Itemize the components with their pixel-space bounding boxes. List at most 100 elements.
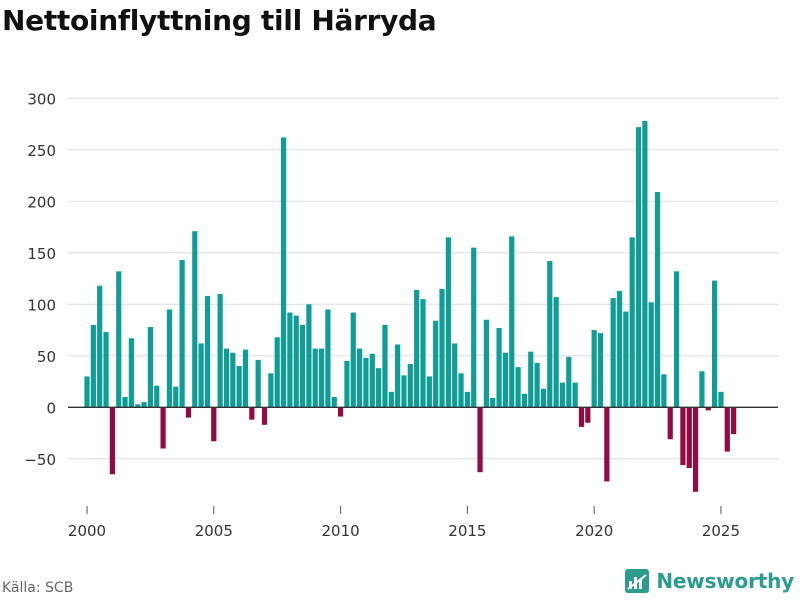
x-tick-label: 2000 xyxy=(68,522,106,540)
bar xyxy=(293,315,299,408)
bar xyxy=(198,343,204,408)
bar xyxy=(667,407,673,440)
bar xyxy=(540,388,547,408)
bar xyxy=(337,407,344,417)
bar xyxy=(236,366,242,408)
x-tick-label: 2020 xyxy=(575,522,613,540)
bar xyxy=(654,192,661,408)
bars xyxy=(84,120,737,492)
newsworthy-logo-icon xyxy=(625,569,650,593)
y-tick-label: 50 xyxy=(37,348,56,366)
bar xyxy=(147,326,154,408)
bar xyxy=(109,407,115,475)
brand[interactable]: Newsworthy xyxy=(624,568,794,594)
x-tick-label: 2015 xyxy=(448,522,486,540)
bar xyxy=(483,319,489,408)
bar xyxy=(458,373,464,408)
bar xyxy=(160,407,166,449)
bar xyxy=(382,324,388,408)
bar xyxy=(299,324,306,408)
y-tick-label: 200 xyxy=(27,193,56,211)
bar xyxy=(490,398,496,408)
bar xyxy=(414,289,420,408)
chart-title: Nettoinflyttning till Härryda xyxy=(2,4,437,37)
bar xyxy=(122,397,128,408)
bar xyxy=(179,260,185,408)
bar xyxy=(268,373,274,408)
bar xyxy=(306,304,312,408)
bar xyxy=(585,407,591,423)
y-tick-label: −50 xyxy=(24,451,56,469)
bar xyxy=(445,237,451,408)
bar xyxy=(597,333,604,408)
y-tick-label: 150 xyxy=(27,245,56,263)
y-tick-label: 250 xyxy=(27,142,56,160)
bar xyxy=(724,407,730,452)
bar xyxy=(521,393,528,408)
bar xyxy=(223,348,230,408)
bar xyxy=(420,299,426,408)
y-tick-label: 300 xyxy=(27,90,56,108)
bar xyxy=(635,127,642,408)
bar xyxy=(692,407,699,492)
bar xyxy=(559,382,566,408)
bar xyxy=(433,320,439,408)
bar xyxy=(211,407,217,442)
bar xyxy=(509,236,515,408)
bar xyxy=(255,359,261,408)
bar xyxy=(103,332,109,408)
bar xyxy=(407,364,413,408)
bar xyxy=(629,237,635,408)
bar xyxy=(661,374,667,408)
bar xyxy=(388,391,394,408)
bar xyxy=(515,367,521,408)
bar xyxy=(439,288,445,408)
bar xyxy=(502,352,509,408)
bar xyxy=(141,402,147,408)
bar xyxy=(610,298,616,408)
x-tick-label: 2010 xyxy=(321,522,359,540)
bar xyxy=(363,357,369,408)
bar xyxy=(553,297,559,408)
bar xyxy=(376,368,382,408)
source-note: Källa: SCB xyxy=(2,580,74,596)
x-axis: 2000 2005 2010 2015 2020 2025 xyxy=(68,506,740,540)
bar xyxy=(173,386,179,408)
bar xyxy=(572,382,578,408)
bar xyxy=(718,391,724,408)
bar xyxy=(166,309,173,408)
bar xyxy=(426,376,432,408)
bar xyxy=(477,407,483,473)
bar xyxy=(673,271,680,408)
bar xyxy=(318,348,325,408)
bar xyxy=(566,356,572,408)
bar xyxy=(496,327,502,408)
bar xyxy=(464,391,470,408)
bar xyxy=(287,312,293,408)
bar xyxy=(648,302,654,408)
bar xyxy=(591,330,597,408)
bar xyxy=(686,407,692,469)
bar xyxy=(230,352,236,408)
bar xyxy=(217,294,223,408)
bar xyxy=(242,349,249,408)
bar xyxy=(712,280,718,408)
bar xyxy=(261,407,268,425)
bar xyxy=(185,407,192,418)
bar xyxy=(401,375,407,408)
brand-name: Newsworthy xyxy=(656,569,794,593)
bar xyxy=(128,338,134,408)
x-tick-label: 2005 xyxy=(195,522,233,540)
bar xyxy=(705,407,711,411)
bar xyxy=(395,344,401,408)
bar xyxy=(325,309,331,408)
bar xyxy=(204,296,211,408)
bar xyxy=(135,404,141,408)
bar xyxy=(528,351,534,408)
bar xyxy=(116,271,122,408)
bar xyxy=(547,261,553,408)
bar xyxy=(642,120,648,408)
bar xyxy=(604,407,610,482)
bar xyxy=(154,385,160,408)
